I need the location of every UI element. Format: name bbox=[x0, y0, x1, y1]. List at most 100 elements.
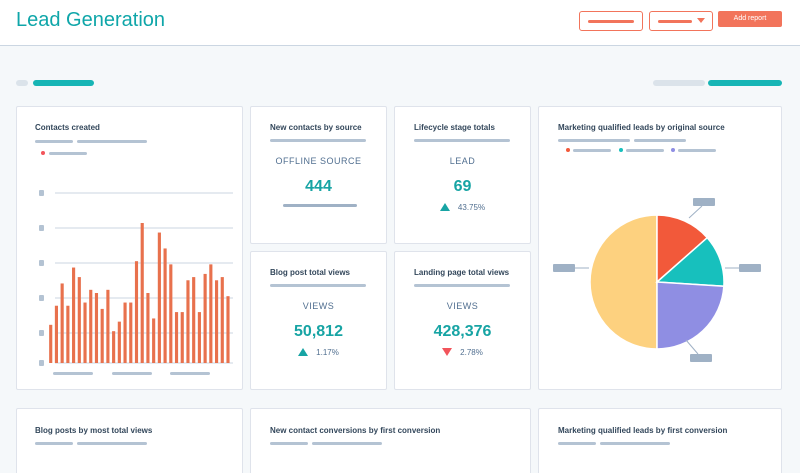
bar bbox=[123, 302, 127, 363]
filter-label-placeholder bbox=[658, 20, 692, 23]
mql-pie-chart bbox=[553, 198, 761, 362]
delta-value: 1.17% bbox=[316, 348, 339, 357]
x-tick-placeholder bbox=[53, 372, 93, 375]
x-tick-placeholder bbox=[170, 372, 210, 375]
card-title: New contact conversions by first convers… bbox=[270, 426, 441, 435]
delta-value: 43.75% bbox=[457, 203, 486, 212]
bar bbox=[174, 312, 179, 363]
mql-by-original-source-card[interactable]: Marketing qualified leads by original so… bbox=[538, 106, 782, 390]
active-view-placeholder[interactable] bbox=[708, 80, 782, 86]
bar bbox=[209, 264, 213, 363]
slice-label-placeholder bbox=[739, 264, 761, 272]
pie-slice bbox=[656, 214, 709, 284]
mql-first-conversion-card[interactable]: Marketing qualified leads by first conve… bbox=[538, 408, 782, 473]
card-title: Landing page total views bbox=[414, 268, 510, 277]
bar bbox=[117, 321, 121, 363]
bar bbox=[72, 267, 76, 363]
bar bbox=[112, 331, 116, 363]
stat-label: LEAD bbox=[449, 156, 476, 166]
subtitle-placeholder bbox=[35, 140, 73, 143]
card-title: Contacts created bbox=[35, 123, 100, 132]
legend-dot bbox=[619, 148, 623, 152]
x-tick-placeholder bbox=[112, 372, 152, 375]
card-title: Blog post total views bbox=[270, 268, 351, 277]
bar bbox=[220, 277, 224, 363]
bar bbox=[129, 302, 133, 363]
stat-value: 69 bbox=[453, 178, 472, 195]
subtitle-placeholder bbox=[270, 284, 366, 287]
trend-down-icon bbox=[442, 348, 453, 356]
card-title: New contacts by source bbox=[270, 123, 362, 132]
legend-label-placeholder bbox=[573, 149, 611, 152]
stat-value: 428,376 bbox=[433, 323, 492, 340]
bar bbox=[66, 305, 70, 363]
bar bbox=[49, 324, 53, 363]
subtitle-placeholder bbox=[558, 139, 630, 142]
bar bbox=[89, 289, 93, 363]
bar bbox=[140, 223, 144, 363]
subtitle-placeholder bbox=[312, 442, 382, 445]
bar bbox=[163, 248, 167, 363]
card-title: Lifecycle stage totals bbox=[414, 123, 495, 132]
page-title: Lead Generation bbox=[16, 9, 166, 31]
stat-label: VIEWS bbox=[302, 301, 335, 311]
subtitle-placeholder bbox=[558, 442, 596, 445]
y-tick-placeholder bbox=[39, 330, 44, 336]
pie-slice bbox=[589, 214, 658, 350]
landing-page-total-views-card[interactable]: Landing page total views VIEWS 428,376 2… bbox=[394, 251, 531, 390]
y-tick-placeholder bbox=[39, 225, 44, 231]
legend-dot bbox=[41, 151, 45, 155]
chevron-down-icon bbox=[697, 18, 705, 23]
bar bbox=[169, 264, 173, 363]
bar bbox=[157, 232, 161, 363]
bar bbox=[94, 293, 99, 363]
filter-chip-placeholder[interactable] bbox=[16, 80, 28, 86]
slice-label-placeholder bbox=[693, 198, 715, 206]
contact-conversions-card[interactable]: New contact conversions by first convers… bbox=[250, 408, 531, 473]
lifecycle-stage-totals-card[interactable]: Lifecycle stage totals LEAD 69 43.75% bbox=[394, 106, 531, 244]
contacts-created-card[interactable]: Contacts created bbox=[16, 106, 243, 390]
bar bbox=[134, 261, 139, 363]
bar bbox=[100, 308, 104, 363]
stat-delta: 43.75% bbox=[395, 203, 530, 212]
page-header: Lead Generation Add report bbox=[0, 0, 800, 46]
trend-up-icon bbox=[439, 203, 450, 211]
subtitle-placeholder bbox=[270, 139, 366, 142]
legend-dot bbox=[671, 148, 675, 152]
contacts-bar-chart bbox=[39, 190, 233, 366]
subtitle-placeholder bbox=[270, 442, 308, 445]
bar bbox=[83, 302, 87, 363]
subtitle-placeholder bbox=[414, 284, 510, 287]
date-range-button[interactable] bbox=[579, 11, 643, 31]
legend-label-placeholder bbox=[678, 149, 716, 152]
y-tick-placeholder bbox=[39, 295, 44, 301]
date-range-label-placeholder bbox=[588, 20, 634, 23]
bar bbox=[54, 305, 59, 363]
add-report-button[interactable]: Add report bbox=[718, 11, 782, 27]
stat-value: 444 bbox=[305, 178, 332, 195]
blog-posts-most-views-card[interactable]: Blog posts by most total views bbox=[16, 408, 243, 473]
bar bbox=[214, 280, 219, 363]
stat-delta: 2.78% bbox=[395, 348, 530, 357]
card-title: Marketing qualified leads by original so… bbox=[558, 123, 725, 132]
bar bbox=[192, 277, 196, 363]
y-tick-placeholder bbox=[39, 260, 44, 266]
leader-line bbox=[688, 205, 703, 219]
subtitle-placeholder bbox=[77, 442, 147, 445]
subtitle-placeholder bbox=[414, 139, 510, 142]
view-toggle-placeholder[interactable] bbox=[653, 80, 705, 86]
blog-post-total-views-card[interactable]: Blog post total views VIEWS 50,812 1.17% bbox=[250, 251, 387, 390]
pie-slice bbox=[656, 281, 725, 350]
active-filter-placeholder[interactable] bbox=[33, 80, 94, 86]
bar bbox=[106, 289, 110, 363]
subtitle-placeholder bbox=[634, 139, 686, 142]
subtitle-placeholder bbox=[600, 442, 670, 445]
card-title: Marketing qualified leads by first conve… bbox=[558, 426, 728, 435]
bar bbox=[77, 277, 81, 363]
new-contacts-by-source-card[interactable]: New contacts by source OFFLINE SOURCE 44… bbox=[250, 106, 387, 244]
bar bbox=[197, 312, 201, 363]
legend-label-placeholder bbox=[626, 149, 664, 152]
y-tick-placeholder bbox=[39, 360, 44, 366]
filter-dropdown[interactable] bbox=[649, 11, 713, 31]
slice-label-placeholder bbox=[690, 354, 712, 362]
